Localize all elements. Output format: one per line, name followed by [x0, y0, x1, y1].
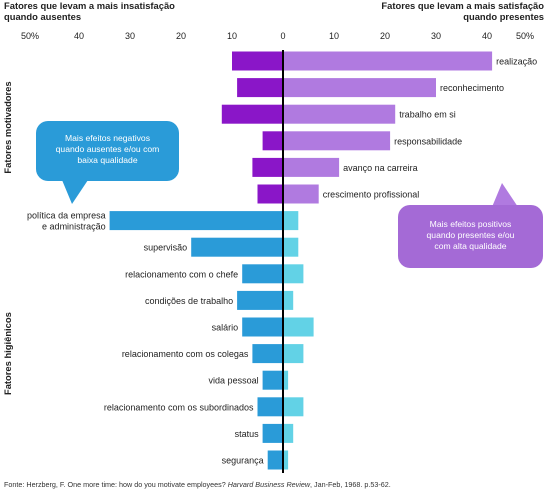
bar-satisfaction [283, 370, 289, 390]
hygiene-group-label: Fatores higiênicos [2, 312, 13, 395]
right-header-line1: Fatores que levam a mais satisfação [381, 0, 544, 11]
bar-dissatisfaction [221, 104, 283, 124]
bar-satisfaction [283, 423, 294, 443]
bar-dissatisfaction [257, 397, 283, 417]
bar-satisfaction [283, 157, 340, 177]
category-label: vida pessoal [209, 376, 259, 386]
bar-dissatisfaction [109, 211, 283, 231]
category-label: e administração [42, 222, 106, 232]
bar-dissatisfaction [232, 51, 283, 71]
x-tick-label: 20 [380, 31, 390, 41]
bar-dissatisfaction [262, 131, 283, 151]
x-tick-label: 40 [74, 31, 84, 41]
bar-satisfaction [283, 450, 289, 470]
category-label: supervisão [144, 243, 188, 253]
category-label: avanço na carreira [343, 163, 418, 173]
category-label: relacionamento com os subordinados [104, 402, 254, 412]
x-tick-label: 0 [280, 31, 285, 41]
x-tick-label: 10 [227, 31, 237, 41]
positive-callout-line1: Mais efeitos positivos [429, 219, 512, 229]
bar-satisfaction [283, 344, 304, 364]
category-label: condições de trabalho [145, 296, 233, 306]
category-label: salário [212, 323, 239, 333]
positive-effects-callout: Mais efeitos positivos quando presentes … [398, 205, 543, 268]
bar-dissatisfaction [237, 78, 283, 98]
bar-satisfaction [283, 237, 299, 257]
category-label: status [235, 429, 260, 439]
bar-satisfaction [283, 131, 391, 151]
bar-satisfaction [283, 184, 319, 204]
bar-dissatisfaction [237, 290, 283, 310]
motivators-group-label: Fatores motivadores [2, 81, 13, 173]
negative-callout-line2: quando ausentes e/ou com [55, 144, 160, 154]
category-label: crescimento profissional [323, 190, 420, 200]
bar-dissatisfaction [242, 317, 283, 337]
category-label: responsabilidade [394, 136, 462, 146]
bar-dissatisfaction [242, 264, 283, 284]
bar-dissatisfaction [267, 450, 283, 470]
positive-callout-line2: quando presentes e/ou [426, 230, 515, 240]
negative-effects-callout: Mais efeitos negativos quando ausentes e… [36, 121, 179, 181]
source-journal: Harvard Business Review [227, 480, 311, 489]
right-header: Fatores que levam a mais satisfação quan… [381, 0, 544, 22]
bar-dissatisfaction [262, 370, 283, 390]
source-prefix: Fonte: Herzberg, F. One more time: how d… [4, 480, 228, 489]
bar-dissatisfaction [262, 423, 283, 443]
category-label: reconhecimento [440, 83, 504, 93]
negative-callout-pointer [62, 180, 88, 204]
bar-satisfaction [283, 104, 396, 124]
positive-callout-pointer [492, 183, 518, 207]
x-tick-label: 30 [125, 31, 135, 41]
bar-satisfaction [283, 290, 294, 310]
category-label: realização [496, 57, 537, 67]
category-label: relacionamento com os colegas [122, 349, 249, 359]
bar-dissatisfaction [252, 344, 283, 364]
bar-satisfaction [283, 317, 314, 337]
source-suffix: , Jan-Feb, 1968. p.53-62. [310, 480, 391, 489]
bar-dissatisfaction [252, 157, 283, 177]
left-header: Fatores que levam a mais insatisfação qu… [4, 0, 175, 22]
bar-satisfaction [283, 397, 304, 417]
x-tick-label: 50% [516, 31, 534, 41]
category-label: trabalho em si [399, 110, 456, 120]
bar-satisfaction [283, 264, 304, 284]
left-header-line2: quando ausentes [4, 11, 82, 22]
negative-callout-line3: baixa qualidade [77, 155, 138, 165]
bar-satisfaction [283, 78, 436, 98]
x-tick-label: 30 [431, 31, 441, 41]
x-tick-label: 40 [482, 31, 492, 41]
bar-satisfaction [283, 211, 299, 231]
category-label: relacionamento com o chefe [125, 269, 238, 279]
category-label: política da empresa [27, 211, 106, 221]
x-tick-label: 50% [21, 31, 39, 41]
left-header-line1: Fatores que levam a mais insatisfação [4, 0, 175, 11]
bar-dissatisfaction [257, 184, 283, 204]
bar-satisfaction [283, 51, 493, 71]
bar-dissatisfaction [191, 237, 283, 257]
source-citation: Fonte: Herzberg, F. One more time: how d… [4, 480, 391, 489]
x-tick-label: 20 [176, 31, 186, 41]
negative-callout-line1: Mais efeitos negativos [64, 133, 151, 143]
x-tick-label: 10 [329, 31, 339, 41]
category-label: segurança [222, 456, 264, 466]
right-header-line2: quando presentes [463, 11, 544, 22]
positive-callout-line3: com alta qualidade [434, 241, 507, 251]
